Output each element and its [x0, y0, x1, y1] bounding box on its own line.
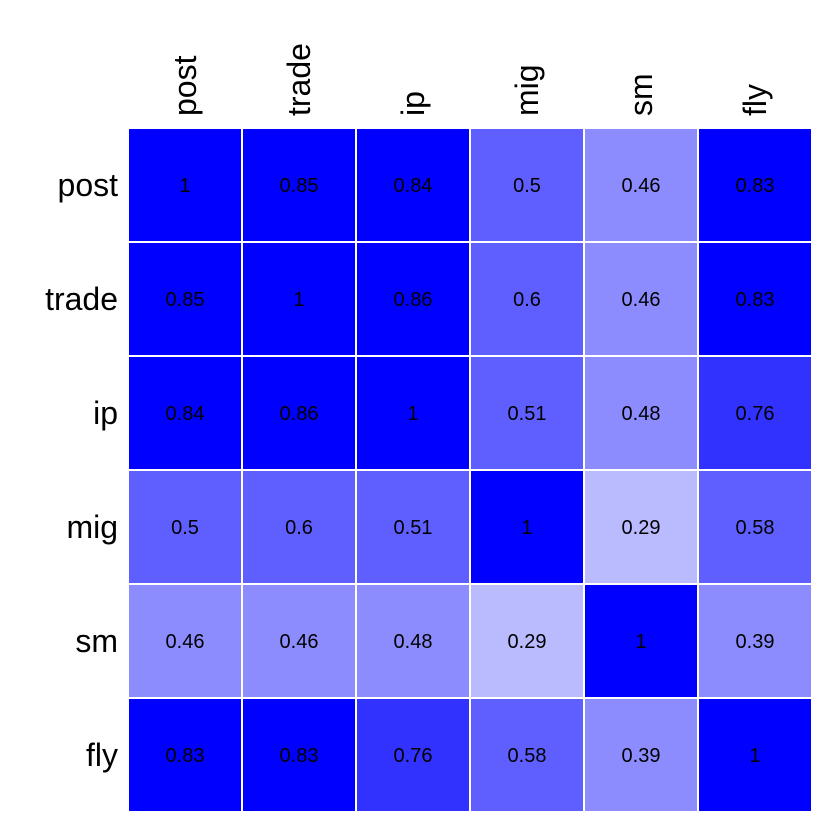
cell-value-fly-sm: 0.39: [622, 745, 661, 767]
heatmap-cell-mig-post: [127, 469, 243, 585]
cell-value-post-fly: 0.83: [736, 175, 775, 197]
cell-value-sm-trade: 0.46: [280, 631, 319, 653]
heatmap-cell-ip-mig: [469, 355, 585, 471]
cell-value-post-sm: 0.46: [622, 175, 661, 197]
cell-value-post-post: 1: [179, 175, 190, 197]
heatmap-cell-sm-fly: [697, 583, 813, 699]
heatmap-cell-trade-trade: [241, 241, 357, 357]
heatmap-cell-fly-post: [127, 697, 243, 813]
column-label-mig: mig: [509, 64, 545, 116]
cell-value-sm-fly: 0.39: [736, 631, 775, 653]
heatmap-cell-post-trade: [241, 127, 357, 243]
cell-value-ip-mig: 0.51: [508, 403, 547, 425]
cell-value-sm-sm: 1: [635, 631, 646, 653]
heatmap-cell-mig-mig: [469, 469, 585, 585]
cell-value-ip-sm: 0.48: [622, 403, 661, 425]
cell-value-fly-ip: 0.76: [394, 745, 433, 767]
cell-value-mig-sm: 0.29: [622, 517, 661, 539]
cell-value-sm-mig: 0.29: [508, 631, 547, 653]
row-label-fly: fly: [86, 737, 118, 773]
heatmap-cell-sm-ip: [355, 583, 471, 699]
cell-value-mig-ip: 0.51: [394, 517, 433, 539]
heatmap-cell-ip-fly: [697, 355, 813, 471]
cell-value-post-ip: 0.84: [394, 175, 433, 197]
heatmap-cell-trade-mig: [469, 241, 585, 357]
cell-value-mig-fly: 0.58: [736, 517, 775, 539]
row-label-trade: trade: [45, 281, 118, 317]
heatmap-value-labels: 1 0.85 0.84 0.5 0.46 0.83 0.85 1 0.86 0.6 0.46 0.83…: [166, 175, 775, 767]
column-label-trade: trade: [281, 43, 317, 116]
column-label-post: post: [167, 55, 203, 116]
heatmap-cell-fly-sm: [583, 697, 699, 813]
row-label-ip: ip: [93, 395, 118, 431]
cell-value-trade-mig: 0.6: [513, 289, 541, 311]
column-label-ip: ip: [395, 91, 431, 116]
heatmap-cell-mig-sm: [583, 469, 699, 585]
cell-value-ip-post: 0.84: [166, 403, 205, 425]
row-labels: post trade ip mig sm fly: [45, 167, 118, 773]
heatmap-cell-mig-fly: [697, 469, 813, 585]
cell-value-trade-ip: 0.86: [394, 289, 433, 311]
cell-value-trade-sm: 0.46: [622, 289, 661, 311]
cell-value-trade-fly: 0.83: [736, 289, 775, 311]
heatmap-cell-post-post: [127, 127, 243, 243]
cell-value-post-trade: 0.85: [280, 175, 319, 197]
heatmap-cell-sm-post: [127, 583, 243, 699]
cell-value-ip-fly: 0.76: [736, 403, 775, 425]
cell-value-trade-post: 0.85: [166, 289, 205, 311]
heatmap-cell-post-ip: [355, 127, 471, 243]
cell-value-fly-trade: 0.83: [280, 745, 319, 767]
cell-value-fly-post: 0.83: [166, 745, 205, 767]
heatmap-cell-trade-fly: [697, 241, 813, 357]
cell-value-fly-fly: 1: [749, 745, 760, 767]
column-label-fly: fly: [737, 84, 773, 116]
row-label-mig: mig: [66, 509, 118, 545]
heatmap-cell-ip-sm: [583, 355, 699, 471]
heatmap-cell-fly-mig: [469, 697, 585, 813]
cell-value-ip-trade: 0.86: [280, 403, 319, 425]
cell-value-fly-mig: 0.58: [508, 745, 547, 767]
cell-value-mig-trade: 0.6: [285, 517, 313, 539]
heatmap-cell-sm-mig: [469, 583, 585, 699]
heatmap-cell-sm-sm: [583, 583, 699, 699]
heatmap-cell-ip-trade: [241, 355, 357, 471]
cell-value-mig-mig: 1: [521, 517, 532, 539]
heatmap-cells: [127, 127, 813, 813]
cell-value-trade-trade: 1: [293, 289, 304, 311]
cell-value-sm-post: 0.46: [166, 631, 205, 653]
cell-value-post-mig: 0.5: [513, 175, 541, 197]
cell-value-mig-post: 0.5: [171, 517, 199, 539]
cell-value-sm-ip: 0.48: [394, 631, 433, 653]
heatmap-cell-fly-fly: [697, 697, 813, 813]
heatmap-cell-mig-ip: [355, 469, 471, 585]
heatmap-cell-mig-trade: [241, 469, 357, 585]
column-label-sm: sm: [623, 73, 659, 116]
heatmap-cell-post-fly: [697, 127, 813, 243]
row-label-post: post: [58, 167, 119, 203]
column-labels: post trade ip mig sm fly: [167, 43, 773, 116]
row-label-sm: sm: [75, 623, 118, 659]
cell-value-ip-ip: 1: [407, 403, 418, 425]
